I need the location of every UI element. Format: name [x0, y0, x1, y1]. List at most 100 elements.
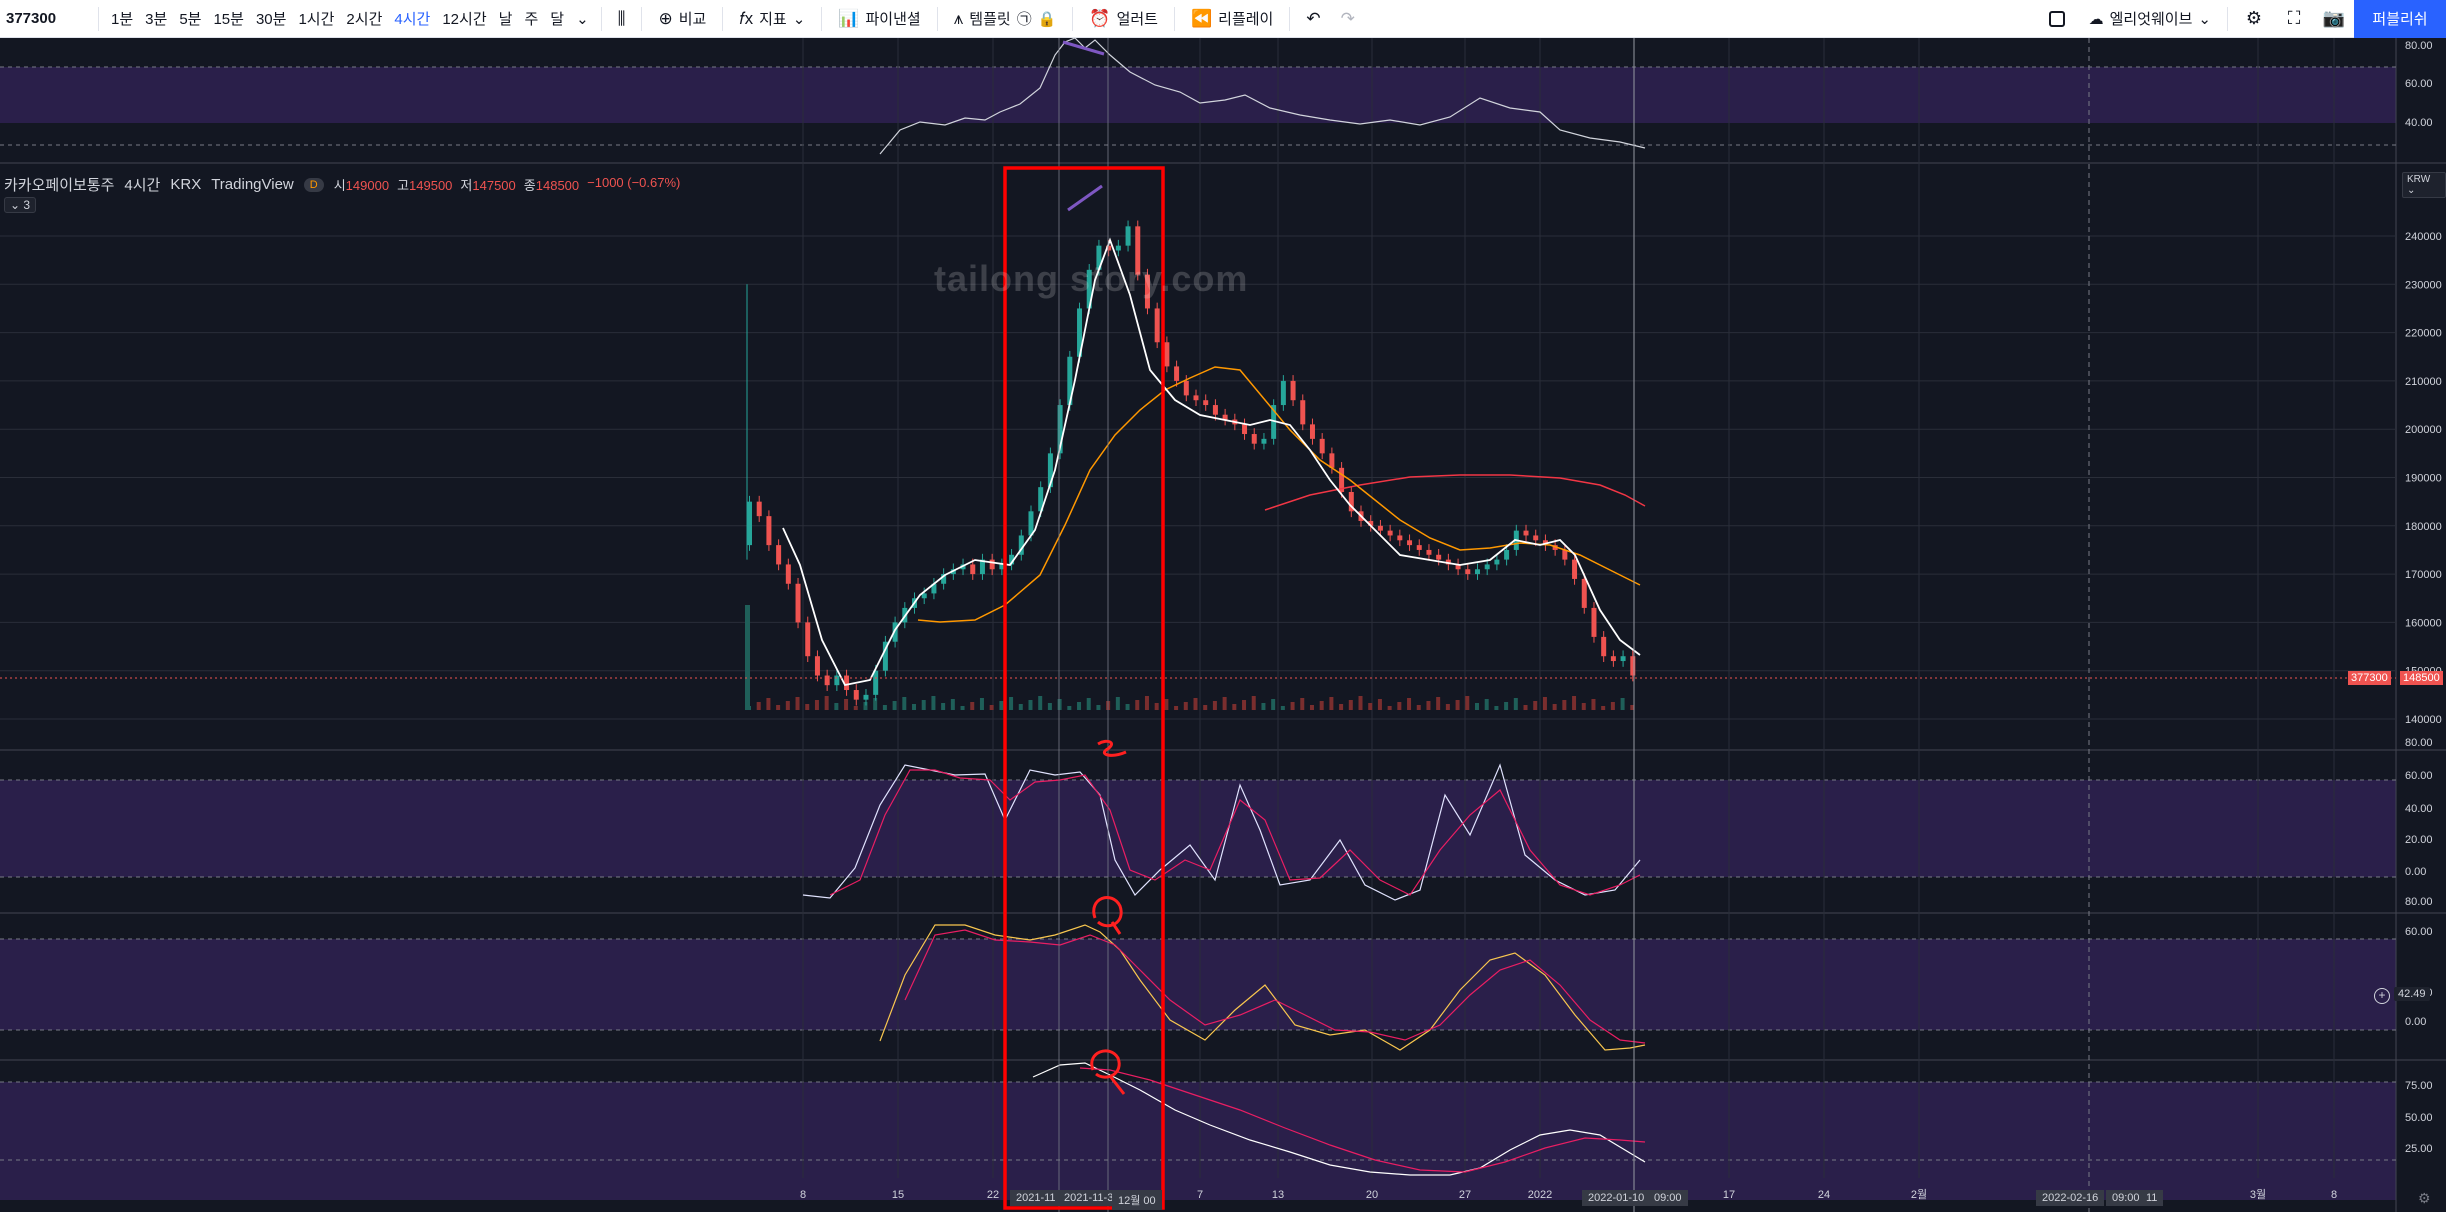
volume-bar	[1513, 698, 1518, 710]
osc-tick: 80.00	[2405, 737, 2433, 749]
interval-7[interactable]: 4시간	[394, 11, 431, 28]
ohlc-low-label: 저	[460, 178, 473, 193]
candle-body	[1135, 226, 1141, 275]
compare-button[interactable]: ⊕ 비교	[648, 8, 716, 29]
publish-button[interactable]: 퍼블리쉬	[2354, 0, 2446, 38]
osc-tick: 40.00	[2405, 117, 2433, 129]
undo-button[interactable]: ↶	[1296, 9, 1330, 29]
interval-0[interactable]: 1분	[111, 11, 134, 28]
interval-5[interactable]: 1시간	[298, 11, 335, 28]
osc-tick: 0.00	[2405, 866, 2426, 878]
indicator-collapse-button[interactable]: ⌄ 3	[4, 197, 37, 213]
interval-1[interactable]: 3분	[145, 11, 168, 28]
expand-icon[interactable]: ⛶	[2287, 8, 2301, 28]
interval-10[interactable]: 주	[524, 11, 539, 28]
symbol-search[interactable]: 377300	[6, 10, 57, 27]
interval-3[interactable]: 15분	[213, 11, 244, 28]
ma-red-line	[1264, 474, 1646, 511]
redo-button[interactable]: ↷	[1331, 9, 1365, 29]
volume-bar	[1610, 702, 1615, 710]
osc-tick: 60.00	[2405, 770, 2433, 782]
volume-bar	[1348, 700, 1353, 710]
osc-tick: 25.00	[2405, 1143, 2433, 1155]
gear-icon[interactable]: ⚙	[2245, 8, 2263, 28]
osc-tick: 60.00	[2405, 926, 2433, 938]
volume-bar	[756, 702, 761, 710]
interval-6[interactable]: 2시간	[346, 11, 383, 28]
time-tick: 24	[1818, 1189, 1830, 1201]
volume-bar	[805, 704, 810, 710]
candle-body	[863, 694, 869, 700]
time-axis[interactable]: 8 15 22 7 13 20 27 2022 17 24 2월 3월 8	[800, 1188, 2337, 1201]
volume-bar	[1484, 699, 1489, 710]
osc-tick: 60.00	[2405, 78, 2433, 90]
chart-canvas[interactable]: 240000 230000 220000 210000 200000 190000 1800…	[0, 38, 2446, 1212]
annotation-mark	[1097, 739, 1127, 757]
lock-icon[interactable]: 🔒	[1037, 10, 1057, 28]
volume-bar	[979, 698, 984, 710]
candle-type-button[interactable]: ⫼	[608, 9, 636, 29]
currency-button[interactable]: KRW ⌄	[2402, 172, 2446, 198]
volume-bar	[912, 704, 917, 710]
legend-ohlc: 시149000 고149500 저147500 종148500 −1000 (−…	[334, 175, 681, 194]
osc-top-band	[0, 67, 2396, 123]
volume-bar	[1445, 704, 1450, 710]
financials-button[interactable]: 📊 파이낸셜	[828, 8, 930, 29]
volume-bar	[1154, 703, 1159, 710]
candle-body	[776, 545, 782, 565]
top-toolbar: 377300 1분 3분 5분 15분 30분 1시간 2시간 4시간 12시간 날 주 달 ⌄ ⫼ …	[0, 0, 2446, 38]
date-tag: 09:00	[2106, 1190, 2146, 1206]
interval-11[interactable]: 달	[550, 11, 565, 28]
add-icon[interactable]: +	[2374, 988, 2390, 1004]
legend-dot: D	[303, 177, 324, 192]
candle-body	[1164, 342, 1170, 367]
candle-body	[1397, 535, 1403, 541]
gear-icon[interactable]: ⚙	[2418, 1190, 2431, 1206]
candle-body	[1572, 559, 1578, 579]
osc-tick: 75.00	[2405, 1080, 2433, 1092]
volume-bar	[785, 701, 790, 710]
interval-8[interactable]: 12시간	[442, 11, 487, 28]
interval-2[interactable]: 5분	[179, 11, 202, 28]
volume-bar	[941, 703, 946, 710]
layout-selector[interactable]: ☁ 엘리엇웨이브 ⌄	[2079, 8, 2221, 29]
plus-circle-icon: ⊕	[658, 8, 673, 28]
interval-9[interactable]: 날	[498, 11, 513, 28]
candle-body	[1377, 525, 1383, 531]
volume-bar	[1203, 705, 1208, 710]
script-icon[interactable]: ㉠	[1016, 11, 1032, 28]
currency-label: KRW	[2407, 174, 2431, 185]
time-tick: 2022	[1528, 1189, 1552, 1201]
osc2-band	[0, 939, 2396, 1030]
osc-tick: 20.00	[2405, 834, 2433, 846]
time-tick: 15	[892, 1189, 904, 1201]
candle-body	[1591, 607, 1597, 637]
volume-bar	[814, 700, 819, 710]
divider	[1289, 6, 1291, 31]
osc2-value-tag: 42.49	[2394, 987, 2430, 1001]
interval-4[interactable]: 30분	[255, 11, 287, 28]
templates-button[interactable]: ⩚ 템플릿 ㉠ 🔒	[944, 8, 1067, 29]
candle-body	[1581, 578, 1587, 608]
legend-symbol-name[interactable]: 카카오페이보통주	[4, 177, 115, 194]
candle-body	[1096, 245, 1102, 270]
fullscreen-toggle-icon[interactable]	[2048, 10, 2065, 27]
rewind-icon: ⏪	[1190, 8, 1213, 28]
price-tick: 190000	[2405, 473, 2442, 485]
volume-bar	[1038, 696, 1043, 710]
annotation-mark	[1092, 896, 1123, 935]
candle-body	[1339, 467, 1345, 492]
replay-button[interactable]: ⏪ 리플레이	[1181, 8, 1283, 29]
volume-bar	[1028, 700, 1033, 710]
camera-icon[interactable]: 📷	[2322, 8, 2346, 28]
indicators-button[interactable]: 𝑓x 지표 ⌄	[729, 8, 815, 29]
divergence-line	[1067, 184, 1103, 212]
osc-tick: 40.00	[2405, 803, 2433, 815]
volume-bar	[1125, 704, 1130, 710]
redo-icon: ↷	[1340, 8, 1355, 28]
chevron-down-icon[interactable]: ⌄	[576, 10, 589, 28]
volume-bar	[1397, 702, 1402, 710]
alert-button[interactable]: ⏰ 얼러트	[1079, 8, 1168, 29]
osc3-d-line	[1079, 1067, 1646, 1173]
date-tag: 2021-11-30	[1058, 1190, 1126, 1206]
